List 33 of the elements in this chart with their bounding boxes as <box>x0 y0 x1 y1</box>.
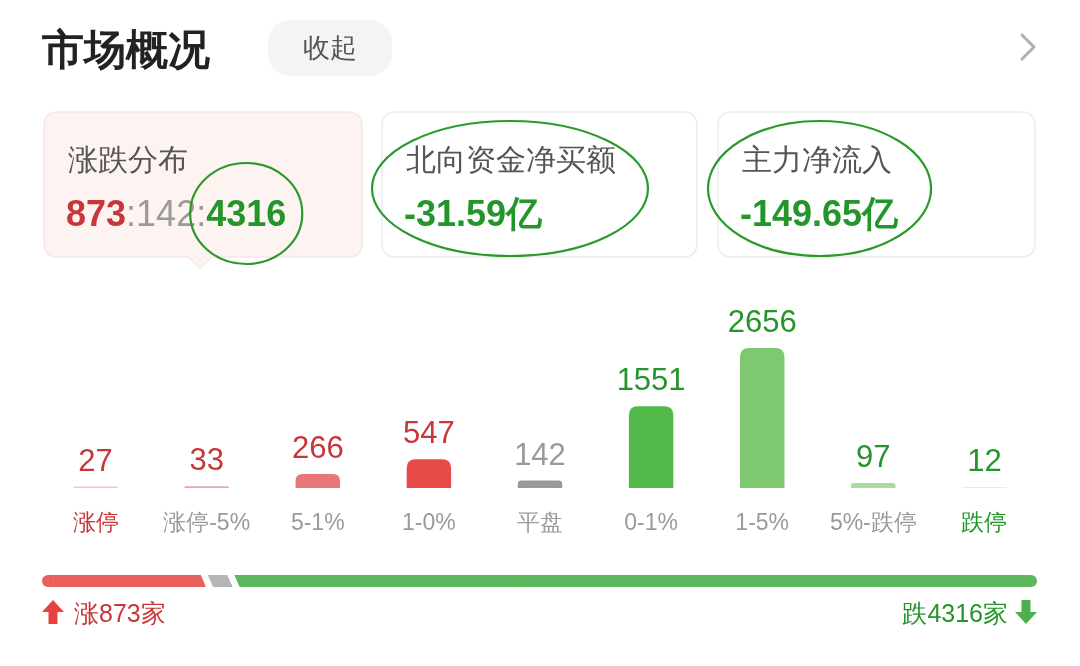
bar <box>295 473 340 488</box>
data-label: 142 <box>514 436 566 472</box>
text: 涨873家 <box>74 599 166 627</box>
text: -149.65亿 <box>740 193 900 234</box>
data-label: 27 <box>78 442 113 478</box>
text: 北向资金净买额 <box>406 143 616 176</box>
text: 涨跌分布 <box>68 143 188 176</box>
data-label: 12 <box>967 443 1002 479</box>
text: -31.59亿 <box>404 193 544 234</box>
x-tick-label: 1-5% <box>735 509 790 535</box>
x-tick-label: 0-1% <box>624 509 678 535</box>
bar <box>740 348 785 488</box>
x-tick-label: 涨停 <box>72 509 119 535</box>
x-tick-label: 1-0% <box>402 509 456 535</box>
data-label: 1551 <box>616 362 686 398</box>
data-label: 97 <box>856 438 891 474</box>
chart-title: 市场概况 <box>41 26 210 73</box>
data-label: 33 <box>189 442 224 478</box>
data-label: 2656 <box>727 304 797 339</box>
bar <box>628 406 674 488</box>
text: 主力净流入 <box>742 143 892 176</box>
x-tick-label: 涨停-5% <box>163 509 251 535</box>
x-tick-label: 跌停 <box>961 509 1008 535</box>
x-tick-label: 5%-跌停 <box>829 509 917 535</box>
x-tick-label: 平盘 <box>517 509 563 535</box>
data-label: 266 <box>291 429 344 465</box>
bar <box>406 459 452 488</box>
bar <box>517 480 563 488</box>
bar <box>851 482 896 488</box>
text: 跌4316家 <box>902 599 1008 627</box>
x-tick-label: 5-1% <box>290 509 345 535</box>
data-label: 547 <box>403 415 455 451</box>
collapse-button: 收起 <box>268 20 392 76</box>
